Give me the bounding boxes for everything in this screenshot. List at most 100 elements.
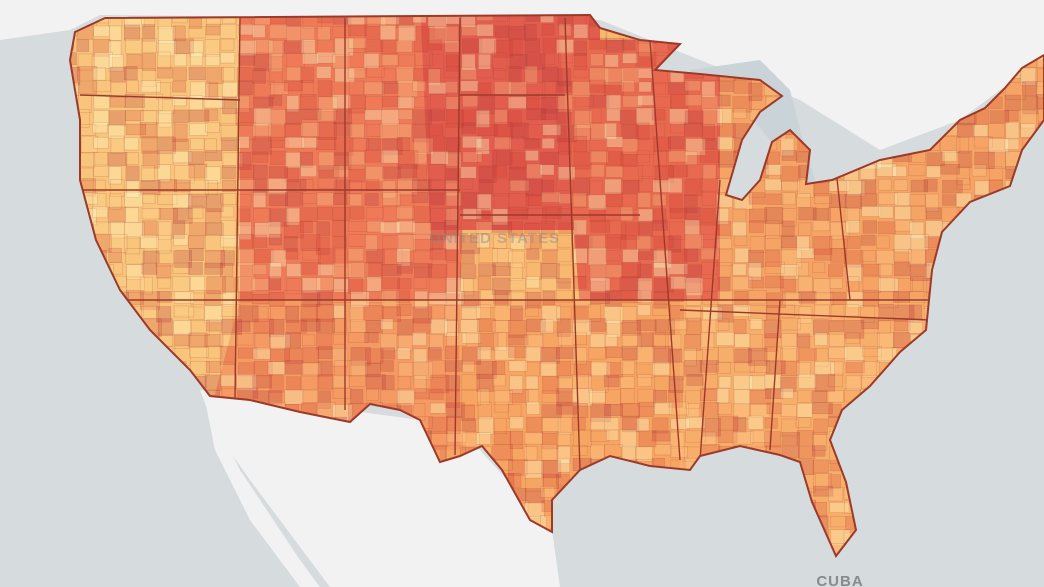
- county: [812, 432, 827, 451]
- county: [1006, 278, 1022, 291]
- county: [716, 262, 732, 278]
- county: [476, 193, 492, 211]
- county: [350, 206, 365, 220]
- county: [669, 108, 689, 125]
- county: [603, 82, 624, 96]
- county: [973, 473, 994, 488]
- county: [957, 262, 977, 281]
- county: [70, 222, 76, 237]
- county: [173, 67, 187, 81]
- county: [1036, 403, 1044, 422]
- county: [302, 53, 319, 65]
- county: [941, 150, 958, 162]
- county: [1020, 445, 1036, 458]
- county: [541, 431, 559, 450]
- county: [814, 151, 829, 163]
- county: [413, 361, 433, 380]
- county: [524, 235, 542, 249]
- county: [1020, 347, 1042, 364]
- county: [717, 136, 733, 150]
- county: [926, 444, 943, 461]
- county: [637, 332, 655, 347]
- county: [557, 458, 571, 473]
- county: [684, 94, 703, 107]
- county: [973, 136, 993, 149]
- county: [141, 501, 162, 513]
- county: [925, 403, 944, 419]
- county: [475, 221, 493, 234]
- county: [782, 346, 800, 362]
- county: [828, 264, 844, 277]
- county: [556, 235, 572, 248]
- county: [110, 402, 126, 419]
- county: [925, 220, 943, 239]
- county: [764, 319, 782, 339]
- county: [685, 430, 706, 443]
- county: [1038, 292, 1044, 311]
- county: [877, 445, 891, 459]
- county: [827, 207, 848, 223]
- county: [206, 67, 224, 84]
- county: [526, 95, 540, 110]
- county: [460, 264, 477, 280]
- county: [940, 415, 956, 432]
- county: [173, 333, 191, 347]
- county: [477, 318, 496, 332]
- county: [110, 221, 125, 239]
- county: [398, 109, 413, 120]
- county: [846, 135, 863, 150]
- county: [190, 138, 205, 150]
- county: [814, 193, 833, 205]
- county: [92, 79, 111, 93]
- county: [268, 40, 284, 57]
- county: [158, 488, 174, 501]
- county: [204, 166, 221, 184]
- county: [430, 222, 447, 241]
- county: [861, 234, 876, 246]
- county: [684, 234, 704, 250]
- county: [526, 262, 542, 280]
- county: [190, 320, 210, 336]
- county: [222, 96, 237, 115]
- county: [1039, 558, 1044, 574]
- county: [430, 318, 448, 335]
- county: [829, 235, 848, 249]
- county: [142, 24, 155, 42]
- county: [796, 361, 811, 378]
- county: [189, 123, 208, 136]
- county: [252, 68, 266, 84]
- county: [126, 54, 143, 69]
- county: [572, 319, 592, 336]
- county: [286, 95, 300, 113]
- county: [683, 264, 703, 283]
- county: [204, 290, 221, 306]
- county: [956, 444, 976, 459]
- county: [396, 347, 411, 360]
- county: [749, 334, 763, 352]
- county: [894, 192, 911, 207]
- county: [670, 459, 686, 473]
- county: [94, 488, 110, 502]
- county: [460, 178, 474, 190]
- county: [333, 304, 347, 319]
- county: [860, 530, 874, 549]
- county: [395, 40, 413, 53]
- region: [420, 15, 600, 230]
- county: [637, 556, 649, 569]
- county: [861, 361, 880, 378]
- county: [685, 317, 702, 335]
- county: [780, 388, 794, 399]
- county: [556, 514, 576, 533]
- county: [414, 51, 433, 66]
- county: [333, 122, 353, 137]
- county: [220, 374, 237, 387]
- county: [366, 15, 387, 27]
- county: [733, 319, 747, 334]
- county: [989, 166, 1003, 181]
- county: [637, 95, 655, 106]
- county: [766, 402, 782, 415]
- county: [958, 416, 978, 433]
- county: [686, 485, 703, 503]
- county: [430, 208, 451, 223]
- county: [574, 500, 591, 513]
